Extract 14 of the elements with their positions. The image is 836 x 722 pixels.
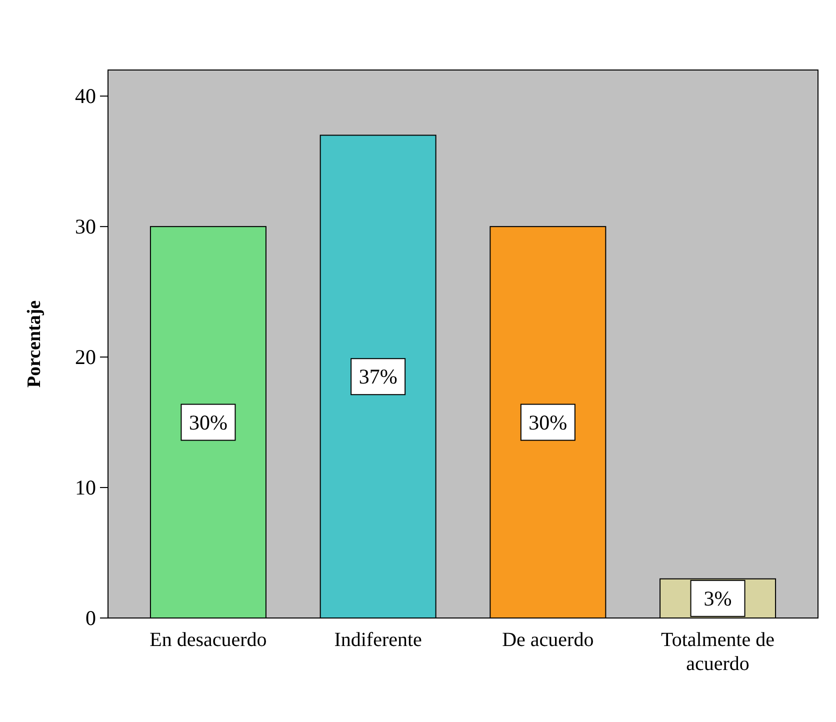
y-tick-label: 10 [75,476,96,500]
y-tick-label: 30 [75,214,96,239]
x-tick-label: En desacuerdo [150,629,267,651]
y-tick-label: 40 [75,84,96,108]
x-tick-label: Totalmente de acuerdo [661,629,775,675]
y-tick-label: 0 [86,606,96,630]
y-tick-label: 20 [75,345,96,370]
data-label: 30% [188,410,228,434]
data-label: 30% [528,410,568,434]
data-label: 3% [704,586,732,610]
y-axis-title: Porcentaje [24,300,45,388]
x-tick-label: De acuerdo [502,629,594,651]
x-tick-label: Indiferente [334,629,422,651]
data-label: 37% [358,364,398,389]
